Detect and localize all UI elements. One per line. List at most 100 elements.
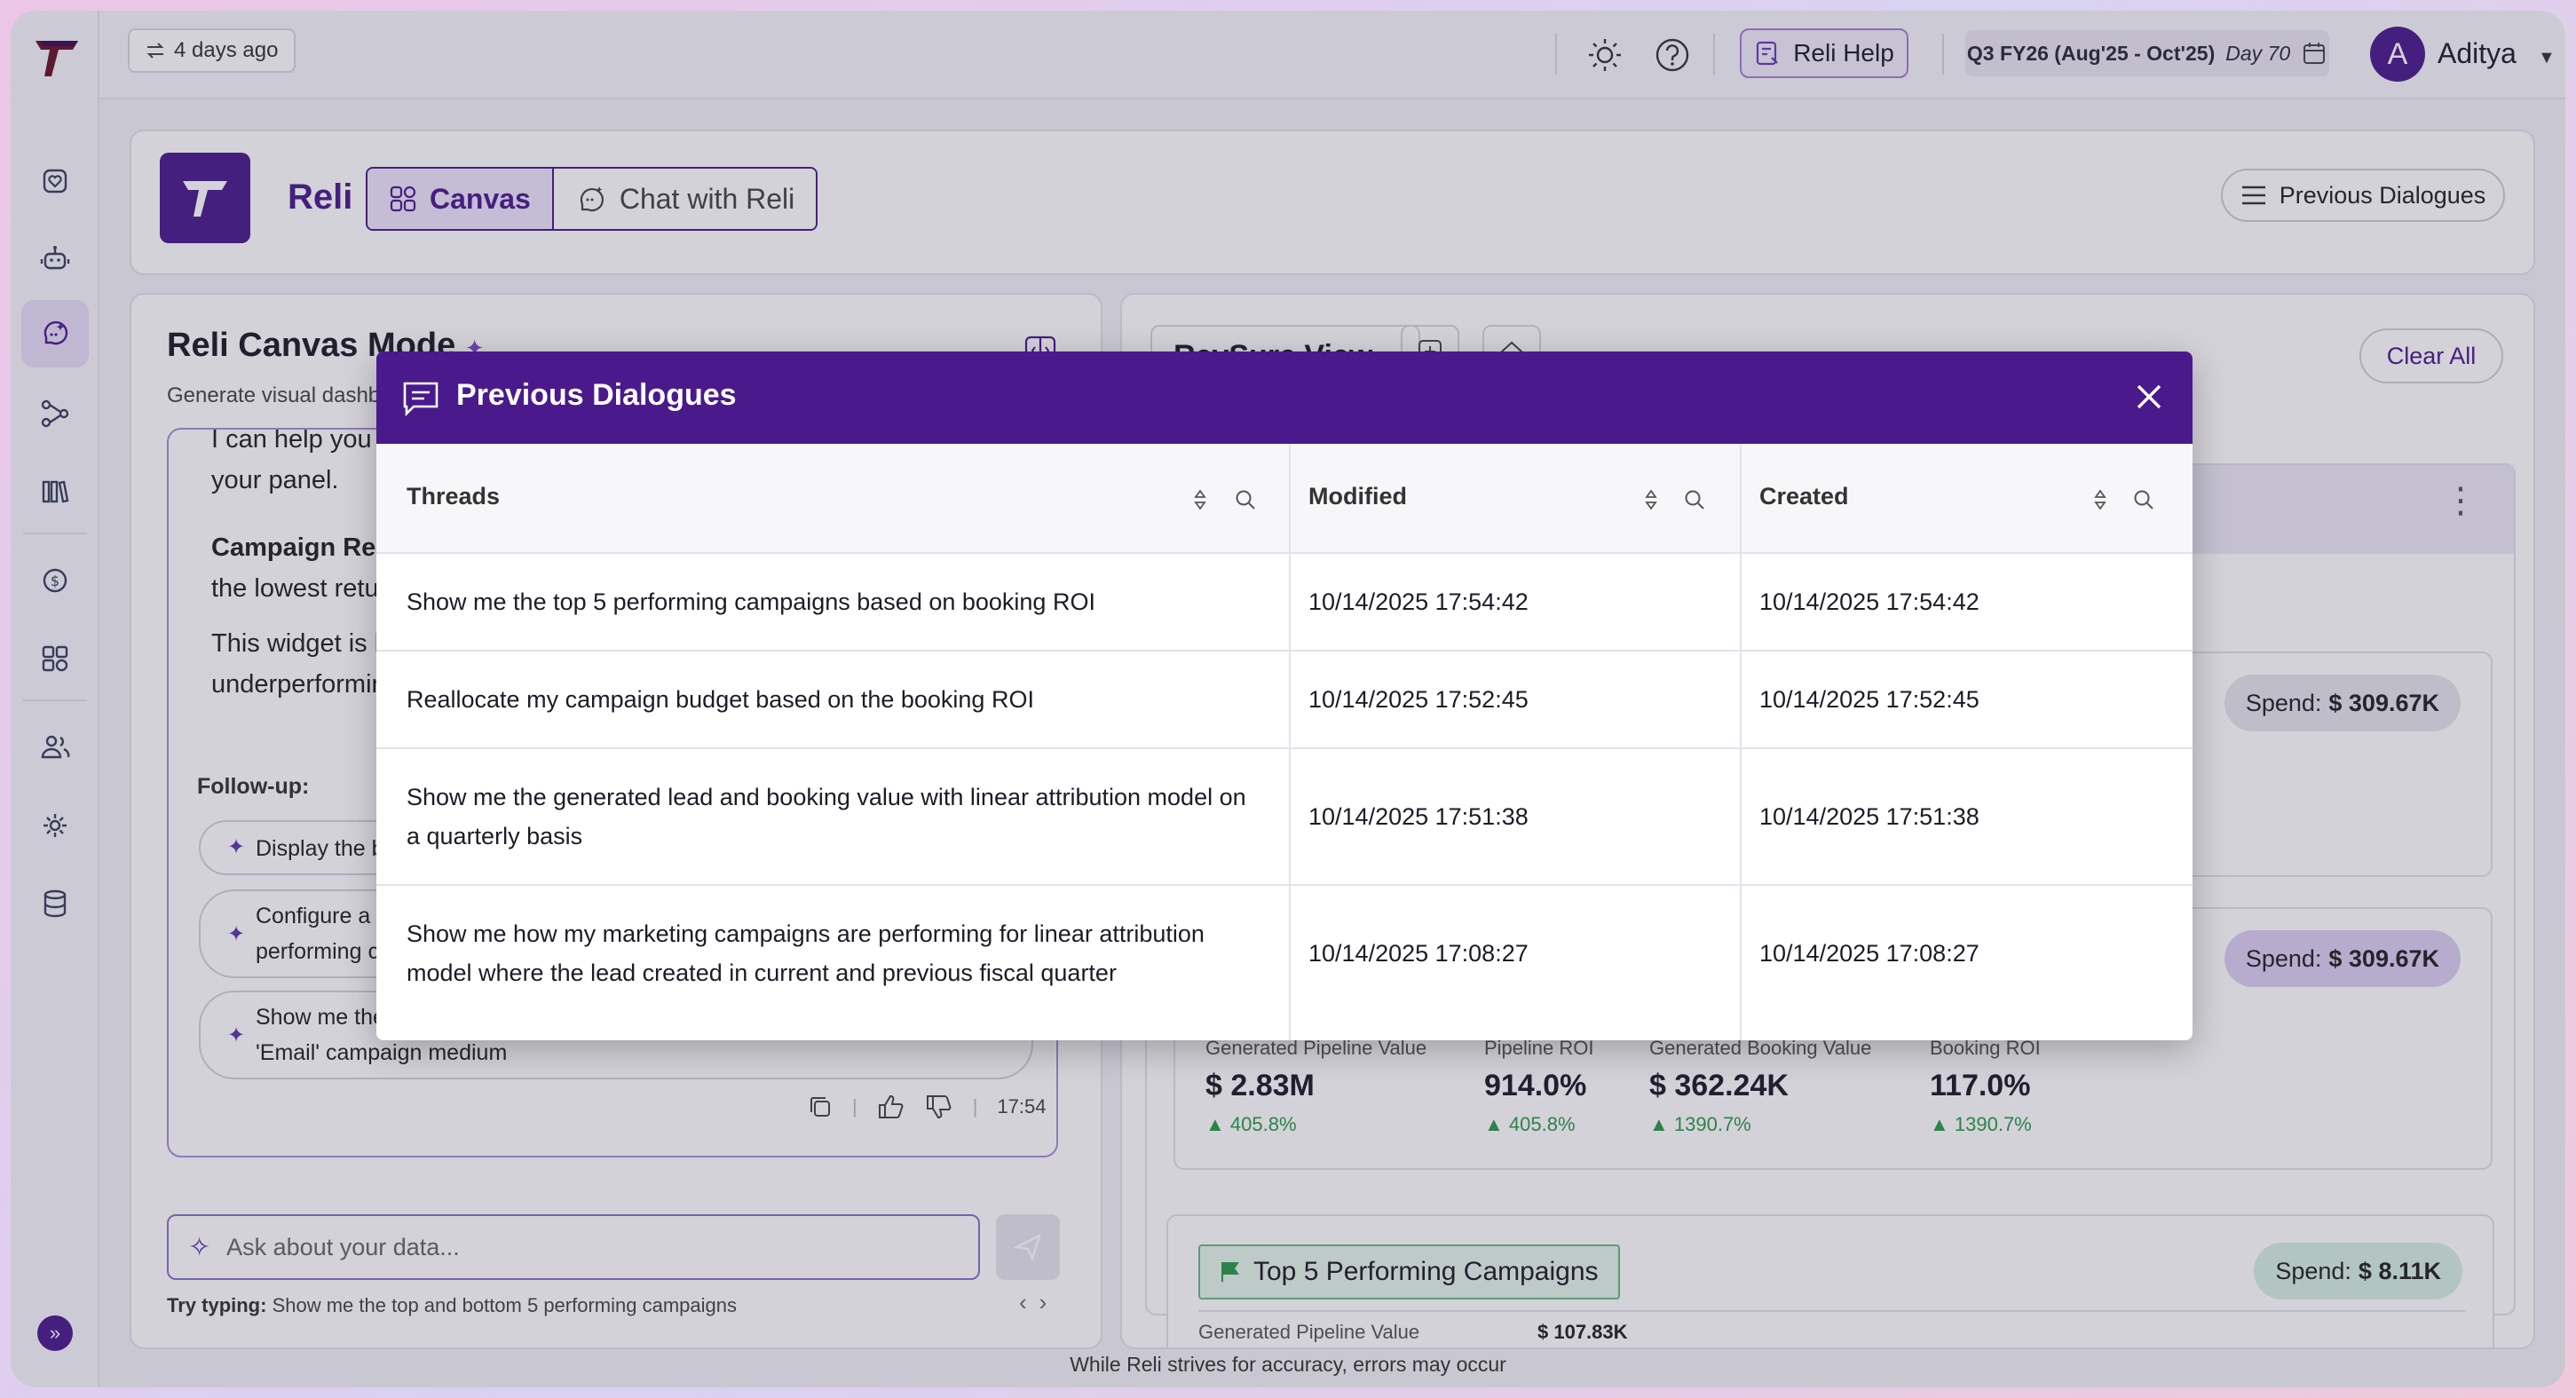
- modified-date: 10/14/2025 17:52:45: [1308, 686, 1529, 713]
- column-header-threads[interactable]: Threads: [376, 444, 1289, 554]
- metric-label: Booking ROI: [1930, 1037, 2041, 1059]
- last-refresh-pill[interactable]: 4 days ago: [128, 28, 296, 73]
- chat-text-bold: Campaign Reall: [211, 533, 405, 562]
- chat-text: the lowest retur: [211, 574, 388, 603]
- close-button[interactable]: [2125, 373, 2173, 421]
- sidebar-divider: [23, 533, 87, 534]
- app-logo-icon[interactable]: [32, 34, 82, 83]
- metric-value: 117.0%: [1930, 1069, 2031, 1102]
- thumbs-down-icon[interactable]: [925, 1094, 953, 1120]
- panel-subtitle: Generate visual dashbo: [167, 383, 392, 407]
- tab-chat-label: Chat with Reli: [619, 182, 795, 215]
- spend-icon[interactable]: $: [28, 554, 82, 607]
- column-divider: [1740, 444, 1742, 1040]
- table-row[interactable]: Reallocate my campaign budget based on t…: [376, 652, 2193, 749]
- followup-label: Follow-up:: [197, 774, 310, 799]
- last-refresh-text: 4 days ago: [174, 38, 279, 62]
- thread-title: Show me the generated lead and booking v…: [407, 784, 1246, 810]
- divider: [1198, 1310, 2466, 1312]
- metric-label: Pipeline ROI: [1484, 1037, 1594, 1059]
- column-divider: [1289, 444, 1291, 1040]
- mode-toggle: Canvas Chat with Reli: [366, 167, 818, 231]
- table-row[interactable]: Show me how my marketing campaigns are p…: [376, 886, 2193, 1024]
- database-icon[interactable]: [28, 877, 82, 930]
- copy-icon[interactable]: [808, 1094, 833, 1119]
- lightbulb-icon[interactable]: [1585, 36, 1624, 75]
- tab-canvas[interactable]: Canvas: [367, 169, 554, 229]
- library-icon[interactable]: [28, 465, 82, 518]
- metric-label: Generated Pipeline Value: [1205, 1037, 1427, 1059]
- flag-icon: [1221, 1262, 1239, 1282]
- thumbs-up-icon[interactable]: [877, 1094, 905, 1120]
- spend-badge: Spend: $ 309.67K: [2224, 675, 2461, 731]
- caret-down-icon[interactable]: ▼: [2538, 48, 2556, 67]
- modal-title: Previous Dialogues: [456, 378, 737, 412]
- sort-icon[interactable]: [1193, 488, 1207, 511]
- created-date: 10/14/2025 17:51:38: [1759, 803, 1979, 830]
- table-row[interactable]: Show me the top 5 performing campaigns b…: [376, 554, 2193, 652]
- previous-dialogues-button[interactable]: Previous Dialogues: [2221, 169, 2505, 222]
- modal-header: Previous Dialogues: [376, 351, 2193, 444]
- users-icon[interactable]: [28, 721, 82, 774]
- created-date: 10/14/2025 17:54:42: [1759, 588, 1979, 615]
- chat-sparkle-icon: [580, 186, 604, 212]
- topbar-divider: [1942, 34, 1944, 75]
- help-icon[interactable]: [1653, 36, 1692, 75]
- metric-delta: ▲ 405.8%: [1205, 1113, 1297, 1135]
- chat-text: your panel.: [211, 466, 339, 494]
- reli-chat-icon[interactable]: [21, 300, 89, 367]
- metric-delta: ▲ 405.8%: [1484, 1113, 1576, 1135]
- swap-icon: [146, 43, 164, 59]
- clear-all-button[interactable]: Clear All: [2359, 328, 2503, 383]
- metric-value: $ 362.24K: [1649, 1069, 1789, 1102]
- tab-chat[interactable]: Chat with Reli: [553, 169, 817, 229]
- search-icon[interactable]: [1234, 488, 1257, 511]
- search-icon[interactable]: [1683, 488, 1706, 511]
- bot-icon[interactable]: [28, 233, 82, 286]
- created-date: 10/14/2025 17:52:45: [1759, 686, 1979, 713]
- search-icon[interactable]: [2132, 488, 2155, 511]
- topbar-divider: [1713, 34, 1715, 75]
- thread-title-cont: a quarterly basis: [407, 823, 583, 849]
- chat-text: underperformin: [211, 670, 386, 699]
- modified-date: 10/14/2025 17:54:42: [1308, 588, 1529, 615]
- thread-title: Show me how my marketing campaigns are p…: [407, 920, 1205, 947]
- menu-icon: [2241, 186, 2265, 205]
- svg-text:$: $: [51, 573, 59, 589]
- column-header-created[interactable]: Created: [1729, 444, 2193, 554]
- reli-help-label: Reli Help: [1793, 39, 1894, 67]
- metric-label: Generated Pipeline Value: [1198, 1321, 1420, 1342]
- thread-title-cont: model where the lead created in current …: [407, 960, 1117, 986]
- app-name: Reli: [288, 178, 353, 217]
- created-date: 10/14/2025 17:08:27: [1759, 940, 1979, 967]
- sidebar-divider: [23, 699, 87, 701]
- metric-delta: ▲ 1390.7%: [1930, 1113, 2032, 1135]
- message-icon: [403, 382, 439, 417]
- metric-value: 914.0%: [1484, 1069, 1587, 1102]
- thread-title: Show me the top 5 performing campaigns b…: [407, 588, 1095, 615]
- ask-input[interactable]: ✧ Ask about your data...: [167, 1214, 980, 1280]
- grid-icon: [390, 186, 416, 212]
- hint-navigation[interactable]: ‹›: [1019, 1289, 1060, 1315]
- column-header-modified[interactable]: Modified: [1278, 444, 1729, 554]
- expand-sidebar-button[interactable]: »: [37, 1315, 73, 1351]
- spend-badge: Spend: $ 309.67K: [2224, 930, 2461, 987]
- table-row[interactable]: Show me the generated lead and booking v…: [376, 749, 2193, 886]
- settings-icon[interactable]: [28, 799, 82, 852]
- fiscal-day-text: Day 70: [2225, 41, 2291, 65]
- segments-icon[interactable]: [28, 632, 82, 685]
- sort-icon[interactable]: [2093, 488, 2107, 511]
- favorites-icon[interactable]: [28, 154, 82, 208]
- fiscal-period-selector[interactable]: Q3 FY26 (Aug'25 - Oct'25) Day 70: [1965, 30, 2329, 76]
- journey-icon[interactable]: [28, 387, 82, 440]
- sort-icon[interactable]: [1644, 488, 1658, 511]
- user-name[interactable]: Aditya: [2438, 37, 2517, 69]
- avatar[interactable]: A: [2370, 27, 2425, 82]
- modified-date: 10/14/2025 17:08:27: [1308, 940, 1529, 967]
- calendar-icon: [2303, 43, 2326, 64]
- spend-badge: Spend: $ 8.11K: [2254, 1243, 2462, 1299]
- reli-help-button[interactable]: Reli Help: [1740, 28, 1908, 78]
- send-icon: [1013, 1233, 1041, 1262]
- send-button[interactable]: [996, 1214, 1060, 1280]
- previous-dialogues-modal: Previous Dialogues Threads Modified Crea…: [376, 351, 2193, 1040]
